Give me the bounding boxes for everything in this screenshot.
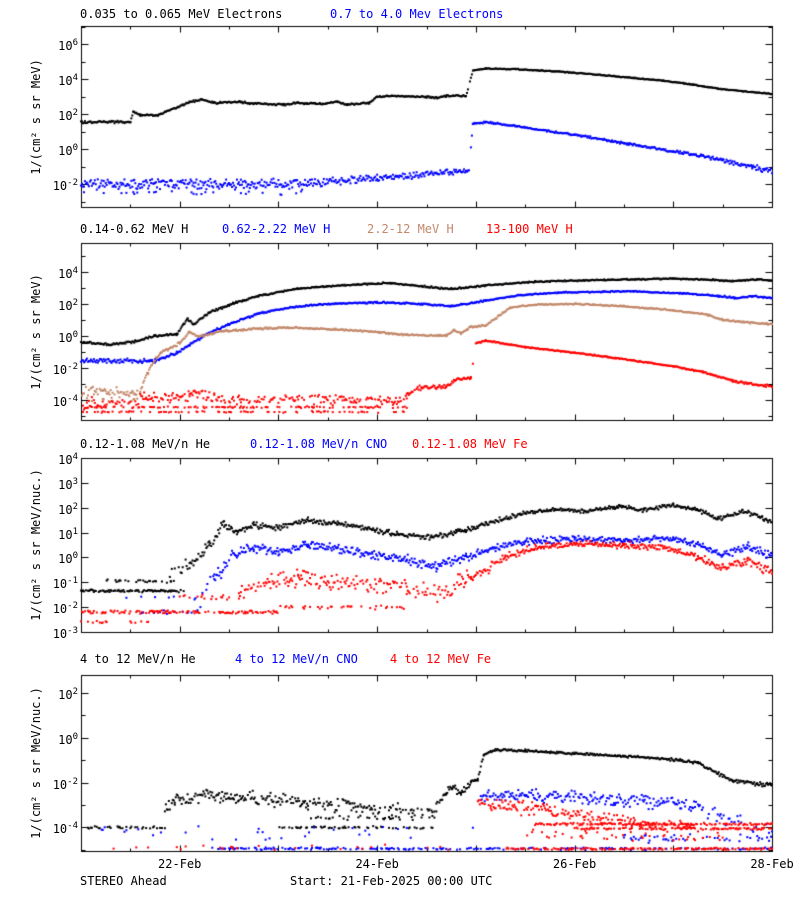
y-tick-label: 106 [58, 38, 78, 54]
y-axis-label: 1/(cm² s sr MeV/nuc.) [29, 469, 43, 621]
y-tick-label: 10-3 [52, 626, 78, 641]
x-tick-label: 24-Feb [355, 857, 399, 871]
y-tick-label: 100 [58, 143, 78, 159]
y-tick-label: 10-1 [52, 576, 78, 592]
y-axis-label: 1/(cm² s sr MeV) [29, 58, 43, 175]
y-axis-label: 1/(cm² s sr MeV/nuc.) [29, 687, 43, 839]
y-tick-label: 100 [58, 731, 78, 747]
y-tick-label: 104 [58, 265, 78, 281]
panel-title-segment: 0.12-1.08 MeV/n CNO [250, 437, 388, 451]
x-tick-label: 26-Feb [552, 857, 597, 871]
x-tick-label: 28-Feb [750, 857, 794, 871]
y-tick-label: 100 [58, 551, 78, 567]
y-tick-label: 102 [58, 686, 78, 702]
panel-title-segment: 2.2-12 MeV H [367, 222, 454, 236]
panel-title-segment: 0.12-1.08 MeV/n He [80, 437, 211, 451]
y-tick-label: 10-2 [52, 361, 78, 377]
y-tick-label: 10-2 [52, 178, 78, 194]
y-tick-label: 102 [58, 501, 78, 517]
panel-title-segment: 0.12-1.08 MeV Fe [412, 437, 528, 451]
y-tick-label: 102 [58, 297, 78, 313]
panel-title-segment: 0.035 to 0.065 MeV Electrons [80, 7, 283, 21]
y-tick-label: 10-4 [52, 393, 78, 409]
y-axis-label: 1/(cm² s sr MeV) [29, 273, 43, 390]
panel-title-segment: 4 to 12 MeV/n He [80, 652, 196, 666]
panel-title-segment: 4 to 12 MeV/n CNO [235, 652, 358, 666]
y-tick-label: 102 [58, 108, 78, 124]
panel-title-segment: 4 to 12 MeV Fe [390, 652, 492, 666]
y-tick-label: 10-2 [52, 601, 78, 617]
panel-title-segment: 0.7 to 4.0 Mev Electrons [330, 7, 504, 21]
y-tick-label: 10-2 [52, 776, 78, 792]
spacecraft-label: STEREO Ahead [80, 874, 167, 888]
panel-title-segment: 13-100 MeV H [486, 222, 573, 236]
panel-title-segment: 0.14-0.62 MeV H [80, 222, 189, 236]
y-tick-label: 104 [58, 452, 78, 467]
x-tick-label: 22-Feb [158, 857, 202, 871]
panel-title-segment: 0.62-2.22 MeV H [222, 222, 331, 236]
start-time-label: Start: 21-Feb-2025 00:00 UTC [290, 874, 493, 888]
y-tick-label: 104 [58, 73, 78, 89]
y-tick-label: 10-4 [52, 821, 78, 837]
y-tick-label: 100 [58, 329, 78, 345]
y-tick-label: 103 [58, 476, 78, 492]
y-tick-label: 101 [58, 526, 78, 542]
